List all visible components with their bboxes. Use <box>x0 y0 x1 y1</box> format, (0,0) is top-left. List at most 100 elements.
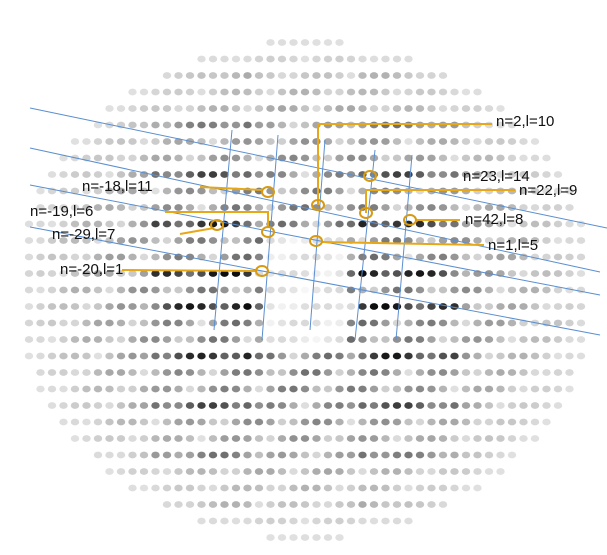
spot <box>266 402 274 409</box>
spot <box>186 72 194 79</box>
spot <box>266 452 274 459</box>
spot <box>485 419 493 426</box>
spot <box>496 287 504 294</box>
spot <box>278 254 286 261</box>
spot <box>255 105 263 112</box>
spot <box>163 138 171 145</box>
spot <box>450 452 458 459</box>
spot <box>427 89 435 96</box>
spot <box>289 89 297 96</box>
spot <box>404 386 412 393</box>
spot <box>416 270 424 277</box>
spot <box>312 89 320 96</box>
spot <box>485 105 493 112</box>
spot <box>358 89 366 96</box>
spot <box>71 254 79 261</box>
spot <box>416 204 424 211</box>
spot <box>301 402 309 409</box>
spot <box>462 468 470 475</box>
spot <box>128 155 136 162</box>
spot <box>232 501 240 508</box>
spot <box>197 237 205 244</box>
spot <box>554 237 562 244</box>
spot <box>163 452 171 459</box>
spot <box>358 435 366 442</box>
spot <box>462 419 470 426</box>
spot <box>220 320 228 327</box>
spot <box>220 155 228 162</box>
spot <box>393 452 401 459</box>
spot <box>82 435 90 442</box>
spot <box>450 468 458 475</box>
spot <box>370 353 378 360</box>
spot <box>393 402 401 409</box>
spot <box>140 468 148 475</box>
spot <box>186 89 194 96</box>
spot <box>82 369 90 376</box>
spot <box>48 369 56 376</box>
spot <box>347 138 355 145</box>
spot <box>105 155 113 162</box>
spot <box>542 303 550 310</box>
spot <box>163 353 171 360</box>
spot <box>243 435 251 442</box>
spot <box>140 89 148 96</box>
spot <box>117 155 125 162</box>
spot <box>163 402 171 409</box>
spot <box>289 39 297 46</box>
spot <box>347 468 355 475</box>
spot <box>255 254 263 261</box>
spot <box>117 320 125 327</box>
spot <box>370 270 378 277</box>
spot <box>450 171 458 178</box>
spot <box>439 204 447 211</box>
spot <box>416 402 424 409</box>
spot <box>312 188 320 195</box>
spot <box>427 485 435 492</box>
spot <box>381 386 389 393</box>
spot <box>163 287 171 294</box>
spot <box>427 320 435 327</box>
spot <box>485 320 493 327</box>
spot <box>255 303 263 310</box>
spot <box>140 254 148 261</box>
spot <box>278 485 286 492</box>
spot <box>71 386 79 393</box>
spot <box>439 303 447 310</box>
spot <box>542 221 550 228</box>
spot <box>347 369 355 376</box>
spot <box>94 254 102 261</box>
spot <box>531 138 539 145</box>
spot <box>105 452 113 459</box>
spot <box>393 435 401 442</box>
spot <box>347 270 355 277</box>
spot <box>186 468 194 475</box>
spot <box>209 501 217 508</box>
spot <box>255 72 263 79</box>
spot <box>439 287 447 294</box>
spot <box>450 353 458 360</box>
spot <box>186 485 194 492</box>
spot <box>312 452 320 459</box>
spot <box>151 254 159 261</box>
spot <box>496 419 504 426</box>
spot <box>531 336 539 343</box>
spot <box>496 386 504 393</box>
spot <box>324 336 332 343</box>
spot <box>427 419 435 426</box>
spot <box>48 386 56 393</box>
spot <box>255 485 263 492</box>
spot <box>473 402 481 409</box>
spot <box>301 336 309 343</box>
spot <box>393 89 401 96</box>
spot <box>577 303 585 310</box>
spot <box>243 468 251 475</box>
spot <box>186 386 194 393</box>
spot <box>243 171 251 178</box>
spot <box>312 138 320 145</box>
spot <box>209 72 217 79</box>
spot <box>335 485 343 492</box>
spot <box>324 402 332 409</box>
spot <box>473 419 481 426</box>
spot <box>358 402 366 409</box>
